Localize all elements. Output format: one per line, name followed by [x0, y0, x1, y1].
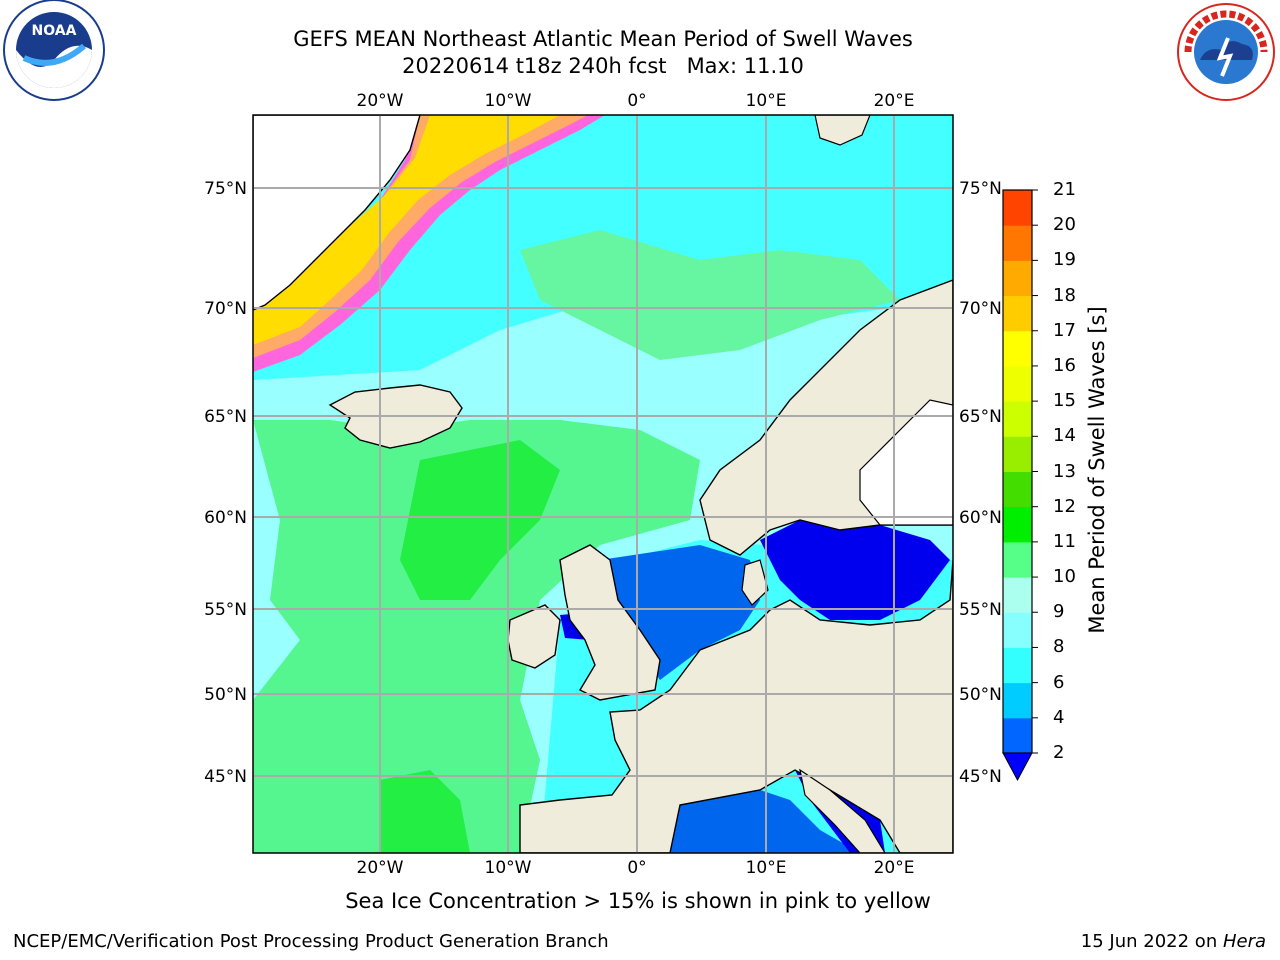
- lon-label-bottom: 20°E: [874, 858, 915, 878]
- lat-label-left: 45°N: [204, 767, 247, 787]
- italy-land: [799, 768, 886, 853]
- sea-ice-caption: Sea Ice Concentration > 15% is shown in …: [345, 889, 931, 913]
- swell-core-1: [400, 440, 560, 600]
- colorbar-tick-label: 2: [1053, 742, 1065, 763]
- colorbar-extend-arrow: [1002, 752, 1033, 782]
- colorbar-segment: [1003, 330, 1032, 367]
- lon-labels-top: 20°W 10°W 0° 10°E 20°E: [357, 91, 915, 111]
- lat-label-right: 55°N: [959, 600, 1002, 620]
- colorbar-segment: [1003, 365, 1032, 402]
- colorbar-tick-label: 9: [1053, 601, 1065, 623]
- footer-date-text: 15 Jun 2022 on: [1080, 931, 1223, 952]
- footer-credit: NCEP/EMC/Verification Post Processing Pr…: [13, 931, 609, 952]
- colorbar-title: Mean Period of Swell Waves [s]: [1085, 306, 1109, 634]
- lon-label-bottom: 10°E: [746, 858, 787, 878]
- lon-label-top: 10°W: [485, 91, 532, 111]
- colorbar-segment: [1003, 612, 1032, 648]
- colorbar-segment: [1003, 682, 1032, 719]
- lat-label-right: 45°N: [959, 767, 1002, 787]
- svalbard-land: [814, 115, 871, 146]
- noaa-logo: NOAA: [3, 0, 105, 101]
- lon-label-bottom: 0°: [627, 858, 646, 878]
- svg-text:NOAA: NOAA: [32, 23, 77, 39]
- lon-label-top: 20°E: [874, 91, 915, 111]
- colorbar-tick-label: 10: [1053, 566, 1076, 588]
- map-fields: [253, 115, 953, 853]
- colorbar-segment: [1003, 260, 1032, 297]
- lat-label-right: 60°N: [959, 508, 1002, 528]
- colorbar-tick-label: 4: [1053, 706, 1065, 728]
- colorbar-tick-label: 13: [1053, 460, 1076, 482]
- colorbar-segment: [1003, 190, 1032, 226]
- lon-label-top: 0°: [627, 91, 646, 111]
- ice-edge-yellow: [253, 115, 588, 358]
- colorbar-tick-label: 12: [1053, 495, 1076, 517]
- chart-subtitle: 20220614 t18z 240h fcst Max: 11.10: [402, 54, 804, 78]
- swell-field-baltic: [760, 520, 950, 620]
- colorbar-segment: [1003, 506, 1032, 543]
- ice-inner-yellow: [253, 115, 560, 345]
- lat-labels-right: 75°N 70°N 65°N 60°N 55°N 50°N 45°N: [959, 179, 1002, 787]
- swell-core-2: [380, 770, 470, 853]
- colorbar-segment: [1003, 577, 1032, 613]
- lat-label-left: 60°N: [204, 508, 247, 528]
- swell-field-green: [253, 420, 700, 853]
- lat-label-left: 50°N: [204, 685, 247, 705]
- map-frame: [252, 114, 954, 854]
- lat-labels-left: 75°N 70°N 65°N 60°N 55°N 50°N 45°N: [204, 179, 247, 787]
- lon-label-top: 10°E: [746, 91, 787, 111]
- colorbar-segment: [1003, 295, 1032, 332]
- nws-logo: [1177, 3, 1275, 101]
- colorbar: [1002, 189, 1038, 782]
- lon-labels-bottom: 20°W 10°W 0° 10°E 20°E: [357, 858, 915, 878]
- lat-label-left: 75°N: [204, 179, 247, 199]
- lon-label-bottom: 20°W: [357, 858, 404, 878]
- colorbar-tick-label: 20: [1053, 214, 1076, 236]
- lon-label-top: 20°W: [357, 91, 404, 111]
- colorbar-segment: [1003, 401, 1032, 437]
- colorbar-segment: [1003, 541, 1032, 578]
- colorbar-tick-label: 14: [1053, 425, 1076, 447]
- finland-land: [859, 399, 953, 526]
- colorbar-tick-label: 17: [1053, 319, 1076, 341]
- lat-label-left: 70°N: [204, 299, 247, 319]
- lon-label-bottom: 10°W: [485, 858, 532, 878]
- colorbar-segment: [1003, 717, 1032, 754]
- footer-machine: Hera: [1222, 931, 1266, 952]
- colorbar-tick-label: 21: [1053, 179, 1076, 200]
- colorbar-tick-label: 19: [1053, 249, 1076, 271]
- colorbar-segment: [1003, 471, 1032, 508]
- lat-label-right: 75°N: [959, 179, 1002, 199]
- colorbar-tick-label: 6: [1053, 671, 1065, 693]
- greenland-land: [253, 115, 421, 311]
- chart-title: GEFS MEAN Northeast Atlantic Mean Period…: [293, 27, 913, 51]
- lat-label-right: 50°N: [959, 685, 1002, 705]
- colorbar-segment: [1003, 436, 1032, 472]
- colorbar-tick-label: 15: [1053, 390, 1076, 412]
- colorbar-tick-label: 18: [1053, 284, 1076, 306]
- colorbar-segment: [1003, 647, 1032, 684]
- lat-label-left: 65°N: [204, 407, 247, 427]
- lat-label-right: 65°N: [959, 407, 1002, 427]
- footer-date: 15 Jun 2022 on Hera: [1081, 931, 1266, 952]
- colorbar-segment: [1003, 225, 1032, 261]
- lat-label-left: 55°N: [204, 600, 247, 620]
- swell-field-green-north: [520, 230, 900, 360]
- colorbar-tick-label: 11: [1053, 530, 1076, 552]
- graticule: [253, 115, 953, 853]
- lat-label-right: 70°N: [959, 299, 1002, 319]
- colorbar-tick-label: 8: [1053, 636, 1065, 658]
- colorbar-tick-label: 16: [1053, 354, 1076, 376]
- denmark-land: [741, 559, 769, 606]
